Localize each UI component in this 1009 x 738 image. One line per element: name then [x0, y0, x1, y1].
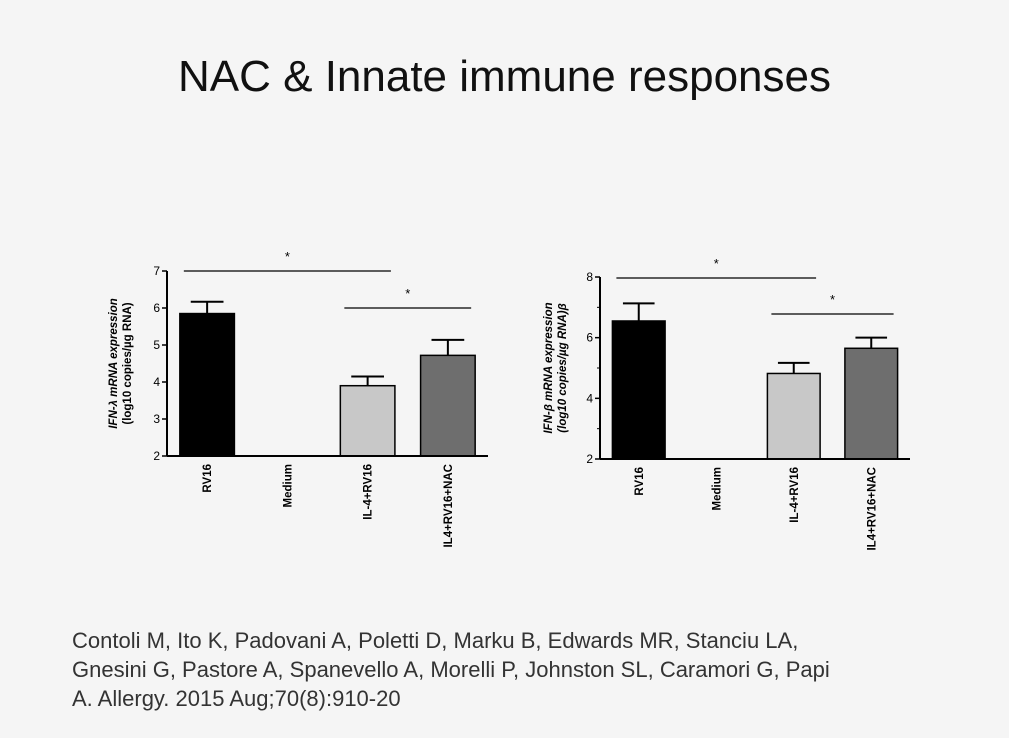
y-tick-label: 4 — [586, 391, 593, 405]
bar — [419, 354, 476, 457]
y-axis-label: (log10 copies/µg RNA) — [122, 302, 134, 424]
x-tick-label: RV16 — [634, 467, 646, 496]
chart-ifn-lambda: IFN-λ mRNA expression (log10 copies/µg RN… — [108, 249, 488, 548]
x-tick-label: IL4+RV16+NAC — [866, 467, 878, 551]
bar — [179, 312, 236, 457]
significance-label: * — [405, 286, 410, 301]
y-axis-label: (log10 copies/µg RNA)β — [557, 303, 569, 432]
citation-line: A. Allergy. 2015 Aug;70(8):910-20 — [72, 686, 401, 711]
significance-label: * — [285, 249, 290, 264]
x-tick-label: IL4+RV16+NAC — [443, 464, 455, 548]
x-tick-label: Medium — [282, 464, 294, 507]
chart-ifn-beta: IFN-β mRNA expression (log10 copies/µg RN… — [543, 256, 910, 551]
citation-line: Gnesini G, Pastore A, Spanevello A, More… — [72, 657, 830, 682]
y-tick-label: 2 — [153, 449, 160, 463]
citation-line: Contoli M, Ito K, Padovani A, Poletti D,… — [72, 628, 799, 653]
significance-label: * — [714, 256, 719, 271]
bar — [339, 384, 396, 457]
y-tick-label: 6 — [153, 301, 160, 315]
y-tick-label: 7 — [153, 264, 160, 278]
bar — [766, 372, 821, 460]
y-axis-label: IFN-β mRNA expression — [543, 302, 555, 433]
x-tick-label: IL-4+RV16 — [789, 467, 801, 523]
bar — [611, 320, 666, 460]
y-tick-label: 6 — [586, 331, 593, 345]
x-tick-label: IL-4+RV16 — [363, 464, 375, 520]
y-tick-label: 3 — [153, 412, 160, 426]
y-tick-label: 5 — [153, 338, 160, 352]
citation: Contoli M, Ito K, Padovani A, Poletti D,… — [72, 626, 972, 713]
y-axis-label: IFN-λ mRNA expression — [108, 298, 120, 429]
y-tick-label: 2 — [586, 452, 593, 466]
significance-label: * — [830, 292, 835, 307]
y-tick-label: 8 — [586, 270, 593, 284]
bar — [844, 347, 899, 460]
x-tick-label: RV16 — [202, 464, 214, 493]
slide-title: NAC & Innate immune responses — [178, 52, 831, 101]
y-tick-label: 4 — [153, 375, 160, 389]
x-tick-label: Medium — [711, 467, 723, 510]
